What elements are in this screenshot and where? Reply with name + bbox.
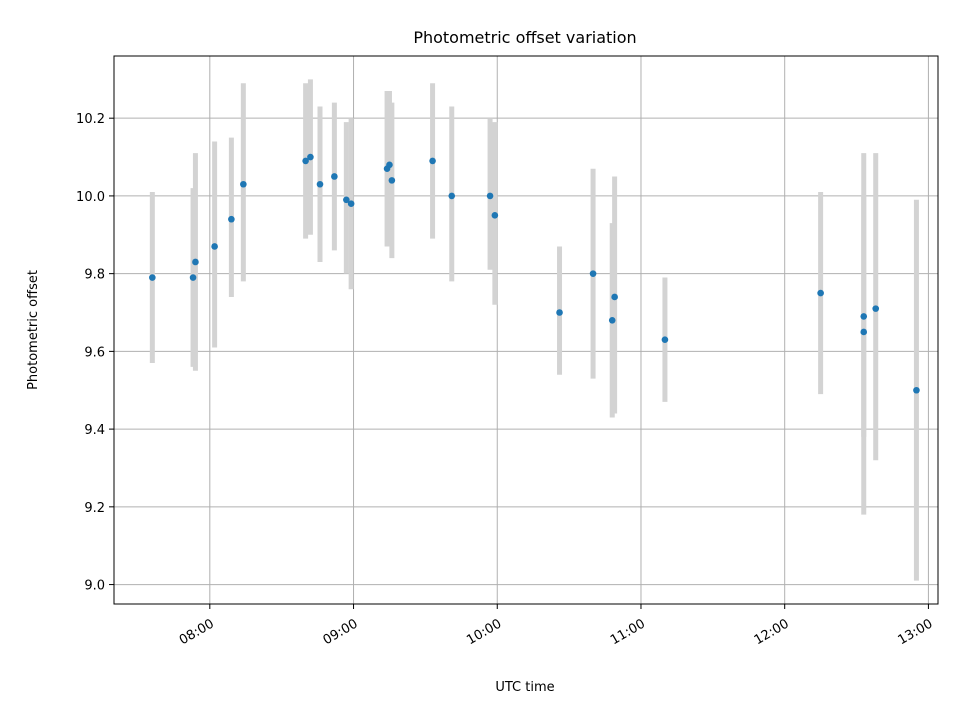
data-point [491, 212, 499, 219]
data-point [486, 192, 494, 200]
x-tick-label: 09:00 [321, 616, 361, 648]
data-point [331, 173, 338, 180]
x-axis-ticks: 08:00 09:00 10:00 11:00 12:00 13:00 [177, 604, 935, 648]
chart-title: Photometric offset variation [413, 28, 636, 47]
data-point [611, 293, 618, 301]
data-point [189, 274, 197, 281]
error-bars [149, 79, 919, 581]
data-point [556, 309, 563, 316]
data-point [302, 157, 309, 165]
data-point [211, 243, 218, 250]
y-tick-label: 9.0 [84, 579, 105, 594]
plot-frame [113, 55, 939, 605]
data-point [872, 305, 880, 312]
data-point [388, 177, 396, 184]
x-tick-label: 08:00 [177, 616, 217, 648]
data-point [149, 274, 156, 281]
x-tick-label: 11:00 [608, 616, 648, 648]
data-point [860, 328, 868, 336]
x-tick-label: 13:00 [895, 616, 935, 648]
data-point [192, 258, 199, 266]
x-tick-label: 10:00 [464, 616, 504, 648]
data-point [860, 313, 868, 320]
x-axis-label: UTC time [495, 680, 554, 695]
x-tick-label: 12:00 [752, 616, 792, 648]
data-points [149, 153, 920, 394]
y-tick-label: 9.4 [84, 423, 105, 438]
y-tick-label: 9.8 [84, 268, 105, 283]
y-tick-label: 10.2 [76, 112, 105, 127]
data-point [228, 215, 235, 223]
data-point [429, 157, 436, 165]
data-point [448, 192, 456, 200]
data-point [316, 180, 324, 188]
y-axis-label: Photometric offset [26, 270, 41, 390]
data-point [913, 386, 920, 394]
data-point [307, 153, 314, 161]
data-point [343, 196, 350, 204]
y-tick-label: 10.0 [76, 190, 105, 205]
y-tick-label: 9.6 [84, 345, 105, 360]
data-point [386, 161, 393, 169]
data-point [240, 180, 247, 188]
data-point [817, 289, 824, 297]
grid [114, 56, 938, 604]
data-point [608, 316, 616, 324]
data-point [661, 336, 669, 344]
data-point [589, 270, 597, 277]
y-tick-label: 9.2 [84, 501, 105, 516]
data-point [347, 200, 355, 207]
y-axis-ticks: 9.0 9.2 9.4 9.6 9.8 10.0 10.2 [76, 112, 114, 594]
